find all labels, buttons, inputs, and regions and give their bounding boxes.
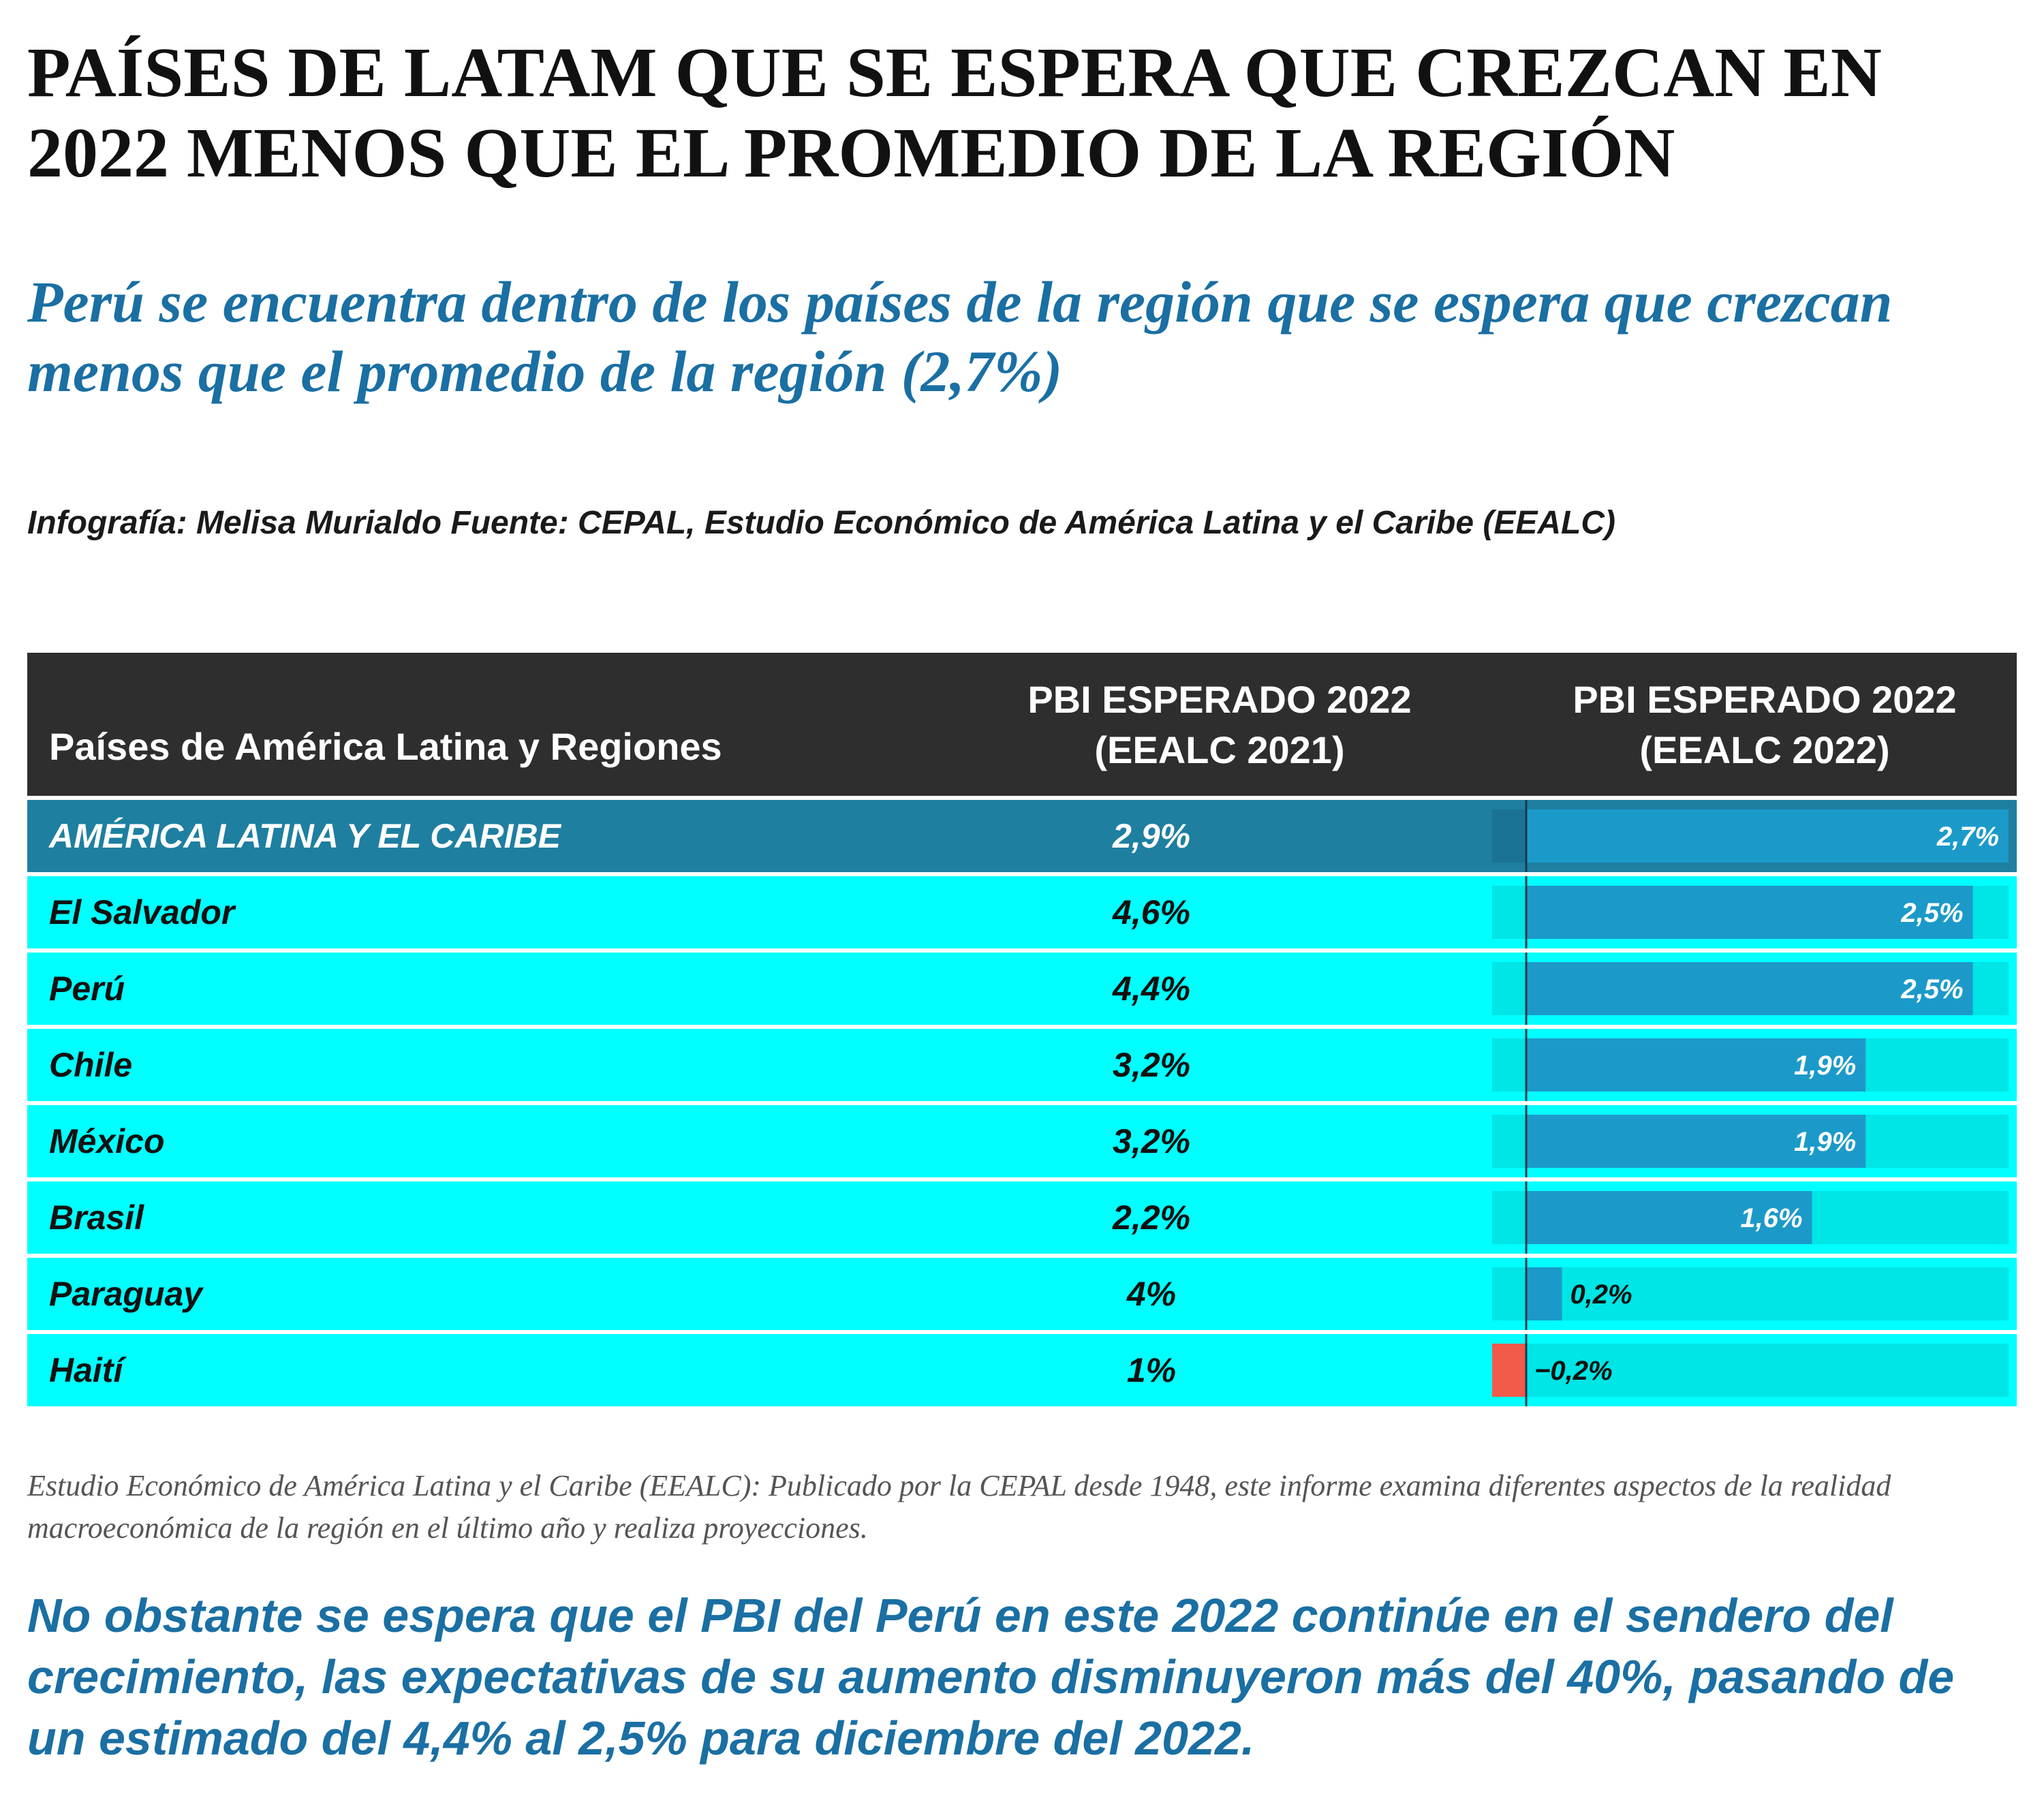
table-row: Haití 1% −0,2% <box>27 1334 2017 1406</box>
table-row: Paraguay 4% 0,2% <box>27 1258 2017 1330</box>
cell-value-2021: 3,2% <box>1113 1122 1190 1160</box>
cell-value-2021: 2,9% <box>1113 817 1190 855</box>
bar-cell-2022: −0,2% <box>1492 1334 2009 1406</box>
table-body: AMÉRICA LATINA Y EL CARIBE 2,9% 2,7% El Sal… <box>27 800 2017 1406</box>
bar-value-label: 1,6% <box>1740 1203 1802 1233</box>
header-col-2022-line2: (EEALC 2022) <box>1639 728 1890 771</box>
bar-svg: −0,2% <box>1492 1334 2009 1406</box>
bar-2022 <box>1526 1191 1812 1244</box>
bar-svg: 1,9% <box>1492 1105 2009 1177</box>
cell-value-2021: 4,6% <box>1113 893 1190 931</box>
page-subtitle: Perú se encuentra dentro de los países d… <box>27 269 1893 404</box>
bar-2022 <box>1526 1038 1866 1092</box>
bar-2022 <box>1526 1115 1866 1168</box>
cell-country: Paraguay <box>49 1275 203 1313</box>
growth-table: Países de América Latina y Regiones PBI … <box>27 653 2017 1406</box>
footnote: Estudio Económico de América Latina y el… <box>27 1469 1891 1545</box>
cell-value-2021: 1% <box>1126 1351 1177 1389</box>
bar-value-label: −0,2% <box>1534 1356 1613 1386</box>
bar-cell-2022: 1,9% <box>1492 1105 2009 1177</box>
bar-2022 <box>1526 1267 1562 1320</box>
cell-value-2021: 2,2% <box>1113 1198 1190 1237</box>
bar-svg: 1,6% <box>1492 1181 2009 1254</box>
header-col-2021: PBI ESPERADO 2022 (EEALC 2021) <box>913 675 1526 775</box>
cell-country: Perú <box>49 970 125 1008</box>
cell-country: Brasil <box>49 1198 144 1237</box>
bar-value-label: 0,2% <box>1570 1280 1632 1310</box>
table-header: Países de América Latina y Regiones PBI … <box>27 653 2017 796</box>
bar-value-label: 2,7% <box>1936 822 1999 852</box>
page-title: PAÍSES DE LATAM QUE SE ESPERA QUE CREZCA… <box>27 33 1882 192</box>
bar-cell-2022: 0,2% <box>1492 1258 2009 1330</box>
header-country: Países de América Latina y Regiones <box>49 725 722 768</box>
bar-2022 <box>1526 962 1973 1015</box>
header-col-2022-line1: PBI ESPERADO 2022 <box>1573 678 1957 721</box>
bar-svg: 2,5% <box>1492 876 2009 948</box>
bar-value-label: 2,5% <box>1900 898 1963 928</box>
bar-value-label: 1,9% <box>1794 1051 1856 1081</box>
table-row: El Salvador 4,6% 2,5% <box>27 876 2017 948</box>
table-row: Chile 3,2% 1,9% <box>27 1029 2017 1101</box>
cell-country: El Salvador <box>49 893 235 931</box>
bar-value-label: 2,5% <box>1900 974 1963 1004</box>
header-col-2021-line2: (EEALC 2021) <box>1094 728 1345 771</box>
cell-value-2021: 4% <box>1126 1275 1177 1313</box>
table-row: México 3,2% 1,9% <box>27 1105 2017 1177</box>
bar-svg: 2,7% <box>1492 800 2009 872</box>
bar-2022 <box>1526 886 1973 939</box>
header-col-2021-line1: PBI ESPERADO 2022 <box>1027 678 1412 721</box>
table-row: Brasil 2,2% 1,6% <box>27 1181 2017 1254</box>
header-col-2022: PBI ESPERADO 2022 (EEALC 2022) <box>1458 675 2044 775</box>
cell-country: México <box>49 1122 165 1160</box>
bar-cell-2022: 2,5% <box>1492 876 2009 948</box>
cell-value-2021: 3,2% <box>1113 1046 1190 1084</box>
table-row: Perú 4,4% 2,5% <box>27 953 2017 1025</box>
bar-cell-2022: 1,6% <box>1492 1181 2009 1254</box>
table-row-region: AMÉRICA LATINA Y EL CARIBE 2,9% 2,7% <box>27 800 2017 872</box>
bar-track <box>1492 1344 2009 1397</box>
bar-cell-2022: 2,7% <box>1492 800 2009 872</box>
cell-country: Haití <box>49 1351 123 1389</box>
bar-svg: 1,9% <box>1492 1029 2009 1101</box>
cell-value-2021: 4,4% <box>1113 970 1190 1008</box>
source-credit: Infografía: Melisa Murialdo Fuente: CEPA… <box>27 505 1616 541</box>
bar-track <box>1492 1267 2009 1320</box>
bar-cell-2022: 1,9% <box>1492 1029 2009 1101</box>
bar-2022 <box>1526 809 2009 863</box>
bar-cell-2022: 2,5% <box>1492 953 2009 1025</box>
conclusion-text: No obstante se espera que el PBI del Per… <box>27 1589 1955 1765</box>
bar-value-label: 1,9% <box>1794 1127 1856 1157</box>
cell-country: Chile <box>49 1046 133 1084</box>
bar-svg: 2,5% <box>1492 953 2009 1025</box>
bar-svg: 0,2% <box>1492 1258 2009 1330</box>
cell-country: AMÉRICA LATINA Y EL CARIBE <box>49 817 561 855</box>
bar-2022 <box>1492 1344 1526 1397</box>
